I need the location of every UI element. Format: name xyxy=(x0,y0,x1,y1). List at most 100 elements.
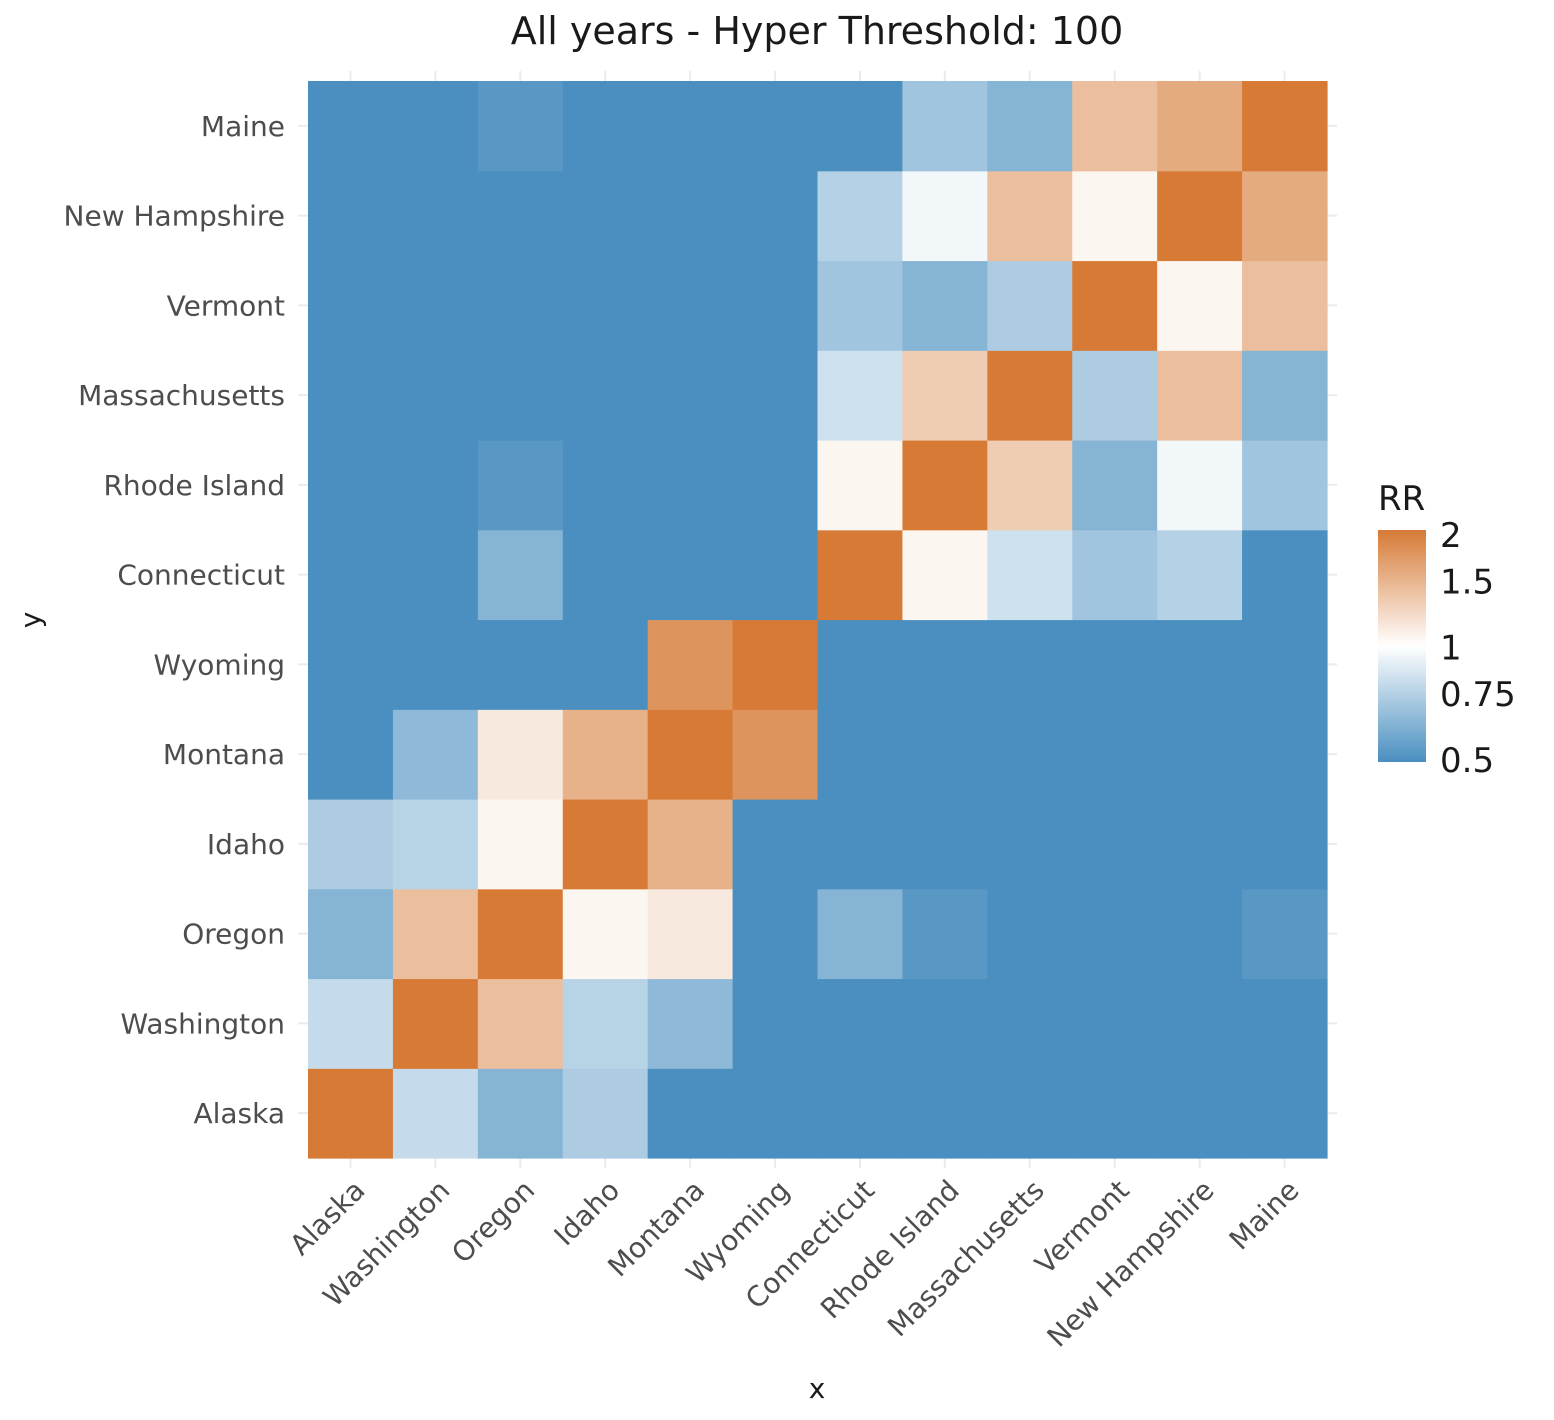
heatmap-cell xyxy=(902,799,988,890)
heatmap-cell xyxy=(987,440,1073,531)
heatmap-cell xyxy=(1242,888,1328,980)
heatmap-cell xyxy=(392,1068,479,1159)
heatmap-cell xyxy=(1072,888,1158,980)
heatmap-cell xyxy=(392,350,479,441)
heatmap-cell xyxy=(817,709,904,800)
heatmap-cell xyxy=(477,709,564,800)
heatmap-cell xyxy=(308,529,394,621)
heatmap-cell xyxy=(562,81,649,172)
x-tick-label: Oregon xyxy=(445,1174,541,1270)
heatmap-cell xyxy=(817,978,904,1069)
heatmap-cell xyxy=(987,888,1073,980)
heatmap-cell xyxy=(392,170,479,262)
y-axis-title: y xyxy=(14,612,47,629)
y-tick-label: Idaho xyxy=(207,828,285,861)
heatmap-cell xyxy=(1157,81,1243,172)
heatmap-cell xyxy=(477,888,564,980)
heatmap-cell xyxy=(647,619,734,710)
heatmap-cell xyxy=(562,1068,649,1159)
heatmap-cell xyxy=(647,529,734,621)
heatmap-cell xyxy=(477,1068,564,1159)
heatmap-cell xyxy=(732,350,819,441)
heatmap-cell xyxy=(562,350,649,441)
y-tick-label: Washington xyxy=(120,1007,285,1040)
heatmap-cell xyxy=(1242,440,1328,531)
heatmap-cell xyxy=(477,260,564,351)
y-tick-label: Vermont xyxy=(167,289,285,322)
heatmap-cell xyxy=(902,709,988,800)
y-tick-label: New Hampshire xyxy=(64,200,285,233)
heatmap-cell xyxy=(732,1068,819,1159)
heatmap-cell xyxy=(1157,619,1243,710)
heatmap-cell xyxy=(1242,529,1328,621)
heatmap-cell xyxy=(817,81,904,172)
heatmap-cell xyxy=(1242,799,1328,890)
legend-label: 1.5 xyxy=(1440,563,1494,603)
heatmap-cell xyxy=(392,799,479,890)
heatmap-cell xyxy=(308,1068,394,1159)
heatmap-cell xyxy=(562,260,649,351)
heatmap-cell xyxy=(1242,978,1328,1069)
heatmap-cell xyxy=(987,170,1073,262)
heatmap-cell xyxy=(1242,260,1328,351)
heatmap-cell xyxy=(817,170,904,262)
heatmap-cell xyxy=(987,799,1073,890)
heatmap-cell xyxy=(647,978,734,1069)
x-tick-label: Massachusetts xyxy=(881,1174,1051,1344)
heatmap-cell xyxy=(902,888,988,980)
heatmap-cell xyxy=(732,799,819,890)
heatmap-cell xyxy=(987,1068,1073,1159)
y-tick-label: Wyoming xyxy=(154,648,285,681)
y-tick-label: Connecticut xyxy=(117,559,285,592)
heatmap-cell xyxy=(392,529,479,621)
heatmap-cell xyxy=(647,888,734,980)
heatmap-cell xyxy=(732,81,819,172)
heatmap-cell xyxy=(1157,978,1243,1069)
x-tick-label: Maine xyxy=(1223,1174,1306,1257)
heatmap-cell xyxy=(477,799,564,890)
heatmap-cell xyxy=(1157,350,1243,441)
heatmap-cell xyxy=(902,440,988,531)
heatmap-cell xyxy=(647,1068,734,1159)
heatmap-cell xyxy=(1072,709,1158,800)
legend-colorbar xyxy=(1378,530,1426,762)
heatmap-cell xyxy=(1242,350,1328,441)
heatmap-cell xyxy=(392,81,479,172)
heatmap-cell xyxy=(902,978,988,1069)
heatmap-cell xyxy=(1242,81,1328,172)
heatmap-cell xyxy=(308,799,394,890)
heatmap-cell xyxy=(647,440,734,531)
heatmap-cell xyxy=(817,619,904,710)
legend: RR 2 1.5 1 0.75 0.5 xyxy=(1378,479,1516,781)
heatmap-cell xyxy=(732,978,819,1069)
heatmap-cell xyxy=(1072,350,1158,441)
heatmap-cell xyxy=(1072,81,1158,172)
heatmap-cell xyxy=(987,709,1073,800)
heatmap-cell xyxy=(308,170,394,262)
heatmap-cell xyxy=(817,888,904,980)
heatmap-cell xyxy=(1157,440,1243,531)
heatmap-cell xyxy=(477,619,564,710)
heatmap-cell xyxy=(477,81,564,172)
y-tick-labels: Alaska Washington Oregon Idaho Montana Wyomin… xyxy=(64,110,286,1130)
heatmap-cell xyxy=(392,260,479,351)
heatmap-cell xyxy=(1242,709,1328,800)
heatmap-cell xyxy=(477,529,564,621)
heatmap-cell xyxy=(817,350,904,441)
heatmap-cell xyxy=(392,888,479,980)
legend-title: RR xyxy=(1378,479,1425,519)
y-tick-label: Massachusetts xyxy=(78,379,285,412)
y-tick-label: Alaska xyxy=(193,1097,285,1130)
heatmap-cell xyxy=(308,619,394,710)
legend-label: 0.5 xyxy=(1440,741,1494,781)
heatmap-cell xyxy=(1157,888,1243,980)
heatmap-cell xyxy=(562,440,649,531)
heatmap-cell xyxy=(1242,619,1328,710)
heatmap-cell xyxy=(1072,799,1158,890)
heatmap-cell xyxy=(817,529,904,621)
heatmap-cell xyxy=(308,81,394,172)
heatmap-cell xyxy=(817,260,904,351)
heatmap-cell xyxy=(562,978,649,1069)
heatmap-cell xyxy=(1157,799,1243,890)
